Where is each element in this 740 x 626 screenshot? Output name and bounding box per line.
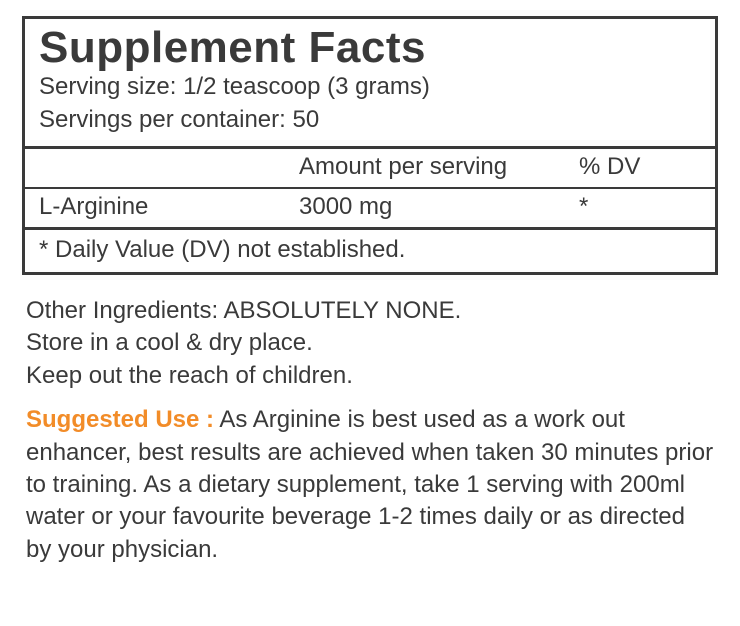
nutrient-amount: 3000 mg — [299, 193, 579, 221]
other-line-2: Store in a cool & dry place. — [26, 327, 714, 359]
servings-per-container-line: Servings per container: 50 — [39, 104, 701, 136]
nutrient-name: L-Arginine — [39, 193, 299, 221]
column-header-name — [39, 153, 299, 181]
other-ingredients-block: Other Ingredients: ABSOLUTELY NONE. Stor… — [22, 275, 718, 392]
other-line-3: Keep out the reach of children. — [26, 360, 714, 392]
serving-size-label: Serving size: — [39, 73, 176, 100]
column-header-amount: Amount per serving — [299, 153, 579, 181]
column-header-row: Amount per serving % DV — [25, 149, 715, 187]
servings-per-container-value: 50 — [292, 106, 319, 133]
nutrient-row: L-Arginine 3000 mg * — [25, 189, 715, 227]
serving-size-value: 1/2 teascoop (3 grams) — [183, 73, 430, 100]
serving-size-line: Serving size: 1/2 teascoop (3 grams) — [39, 71, 701, 103]
other-line-1: Other Ingredients: ABSOLUTELY NONE. — [26, 295, 714, 327]
panel-title: Supplement Facts — [39, 25, 701, 71]
suggested-use-label: Suggested Use : — [26, 406, 214, 433]
footnote-text: * Daily Value (DV) not established. — [39, 236, 405, 263]
column-header-dv: % DV — [579, 153, 701, 181]
supplement-facts-panel: Supplement Facts Serving size: 1/2 teasc… — [22, 16, 718, 275]
servings-per-container-label: Servings per container: — [39, 106, 286, 133]
panel-header-section: Supplement Facts Serving size: 1/2 teasc… — [25, 19, 715, 146]
footnote-row: * Daily Value (DV) not established. — [25, 230, 715, 272]
suggested-use-block: Suggested Use : As Arginine is best used… — [22, 392, 718, 566]
nutrient-dv: * — [579, 193, 701, 221]
